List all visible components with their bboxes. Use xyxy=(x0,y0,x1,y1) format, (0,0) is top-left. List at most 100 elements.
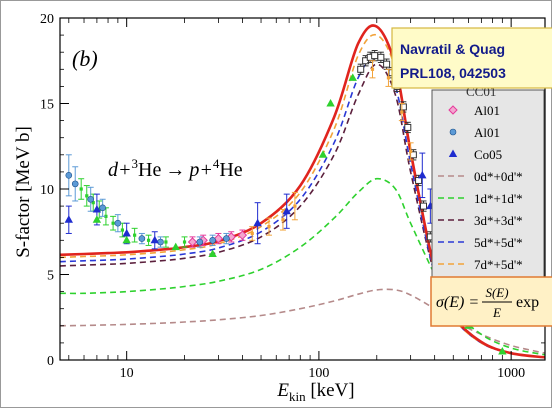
data-point-55 xyxy=(419,202,427,210)
data-point-1 xyxy=(71,180,79,188)
reaction-he4: He xyxy=(219,159,242,181)
legend-label-1: Al01 xyxy=(474,125,500,140)
data-point-31 xyxy=(196,238,204,246)
data-point-37 xyxy=(293,204,297,208)
curve-3 xyxy=(59,54,546,359)
data-point-9 xyxy=(133,233,137,237)
formula-annotation: σ(E) = S(E) E exp xyxy=(430,276,552,327)
data-point-62 xyxy=(418,170,427,179)
data-point-3 xyxy=(85,194,89,198)
data-point-25 xyxy=(208,249,217,257)
data-point-10 xyxy=(146,238,151,242)
legend-marker-1 xyxy=(449,128,457,136)
data-point-26 xyxy=(187,237,198,247)
formula-denominator: E xyxy=(492,305,501,320)
data-point-22 xyxy=(92,215,102,223)
data-point-42 xyxy=(348,73,357,81)
y-tick-label: 0 xyxy=(47,354,54,369)
data-point-15 xyxy=(114,219,122,227)
data-point-16 xyxy=(138,235,146,242)
data-point-67 xyxy=(498,346,507,355)
legend-marker-0 xyxy=(448,105,458,115)
data-point-61 xyxy=(409,149,413,153)
legend-label-6: 5d*+5d'* xyxy=(474,235,523,250)
legend-label-7: 7d*+5d'* xyxy=(474,257,523,272)
data-point-33 xyxy=(223,235,230,242)
reference-annotation-box xyxy=(391,27,552,89)
data-point-39 xyxy=(282,206,291,215)
data-point-17 xyxy=(157,238,164,246)
panel-label: (b) xyxy=(72,46,98,71)
reaction-d: d+ xyxy=(108,159,132,181)
data-point-35 xyxy=(267,225,271,229)
data-point-12 xyxy=(182,240,187,244)
y-tick-label: 5 xyxy=(47,269,54,284)
legend-label-5: 3d*+3d'* xyxy=(474,213,523,228)
data-point-11 xyxy=(164,240,168,244)
reference-journal: PRL108, 042503 xyxy=(400,65,506,81)
data-point-38 xyxy=(253,218,262,227)
data-point-32 xyxy=(209,237,216,244)
data-point-4 xyxy=(91,201,95,205)
reaction-he3: He xyxy=(138,159,161,181)
x-axis-label-main: E xyxy=(276,380,289,401)
data-point-36 xyxy=(281,218,285,222)
reference-annotation: Navratil & Quag PRL108, 042503 xyxy=(391,27,552,89)
data-point-19 xyxy=(92,205,102,213)
data-point-6 xyxy=(104,214,108,218)
data-points xyxy=(64,49,507,355)
data-point-46 xyxy=(371,52,379,60)
y-tick-label: 20 xyxy=(40,12,54,27)
reaction-p: p+ xyxy=(187,159,213,181)
data-point-7 xyxy=(111,221,115,225)
reference-title: Navratil & Quag xyxy=(400,41,505,57)
y-axis-label: S-factor [MeV b] xyxy=(13,126,34,258)
formula-exp: exp xyxy=(516,294,539,311)
data-point-14 xyxy=(99,204,106,212)
data-point-30 xyxy=(237,230,248,240)
data-point-34 xyxy=(250,231,254,236)
data-point-8 xyxy=(120,228,124,232)
curve-1 xyxy=(59,177,546,356)
data-point-23 xyxy=(122,235,131,244)
data-point-47 xyxy=(377,53,385,61)
reaction-label: d+3He → p+4He xyxy=(108,156,243,181)
data-point-58 xyxy=(370,67,375,71)
data-point-20 xyxy=(122,228,131,237)
legend-marker-2 xyxy=(448,149,458,157)
reaction-arrow: → xyxy=(165,159,185,181)
x-axis-label-sub: kin xyxy=(289,389,306,404)
data-point-0 xyxy=(65,172,73,179)
reaction-sup-4: 4 xyxy=(213,156,220,171)
reaction-sup-3: 3 xyxy=(132,156,139,171)
legend-label-3: 0d*+0d'* xyxy=(474,169,523,184)
legend-label-4: 1d*+1d'* xyxy=(474,191,523,206)
data-point-18 xyxy=(64,215,73,223)
x-tick-label: 10 xyxy=(120,366,134,381)
formula-numerator: S(E) xyxy=(485,285,508,300)
data-point-28 xyxy=(213,233,224,244)
x-axis-label-unit: [keV] xyxy=(306,380,355,401)
data-point-21 xyxy=(150,235,159,244)
data-point-52 xyxy=(404,123,412,131)
data-point-60 xyxy=(400,110,404,114)
x-tick-label: 100 xyxy=(308,366,329,381)
x-axis-label: Ekin [keV] xyxy=(276,380,354,404)
legend-label-2: Co05 xyxy=(474,147,502,162)
data-point-24 xyxy=(171,242,180,251)
data-point-13 xyxy=(87,195,95,203)
data-point-48 xyxy=(383,60,391,68)
data-point-43 xyxy=(357,65,365,73)
data-point-51 xyxy=(399,103,407,111)
data-point-54 xyxy=(415,176,423,184)
y-tick-label: 10 xyxy=(40,183,54,198)
data-point-59 xyxy=(386,76,391,80)
x-tick-label: 1000 xyxy=(497,366,525,381)
legend-label-0: Al01 xyxy=(474,103,500,118)
y-tick-label: 15 xyxy=(40,98,54,113)
data-point-41 xyxy=(326,99,335,107)
data-point-2 xyxy=(79,187,83,191)
formula-sigma: σ(E) = xyxy=(436,294,479,311)
